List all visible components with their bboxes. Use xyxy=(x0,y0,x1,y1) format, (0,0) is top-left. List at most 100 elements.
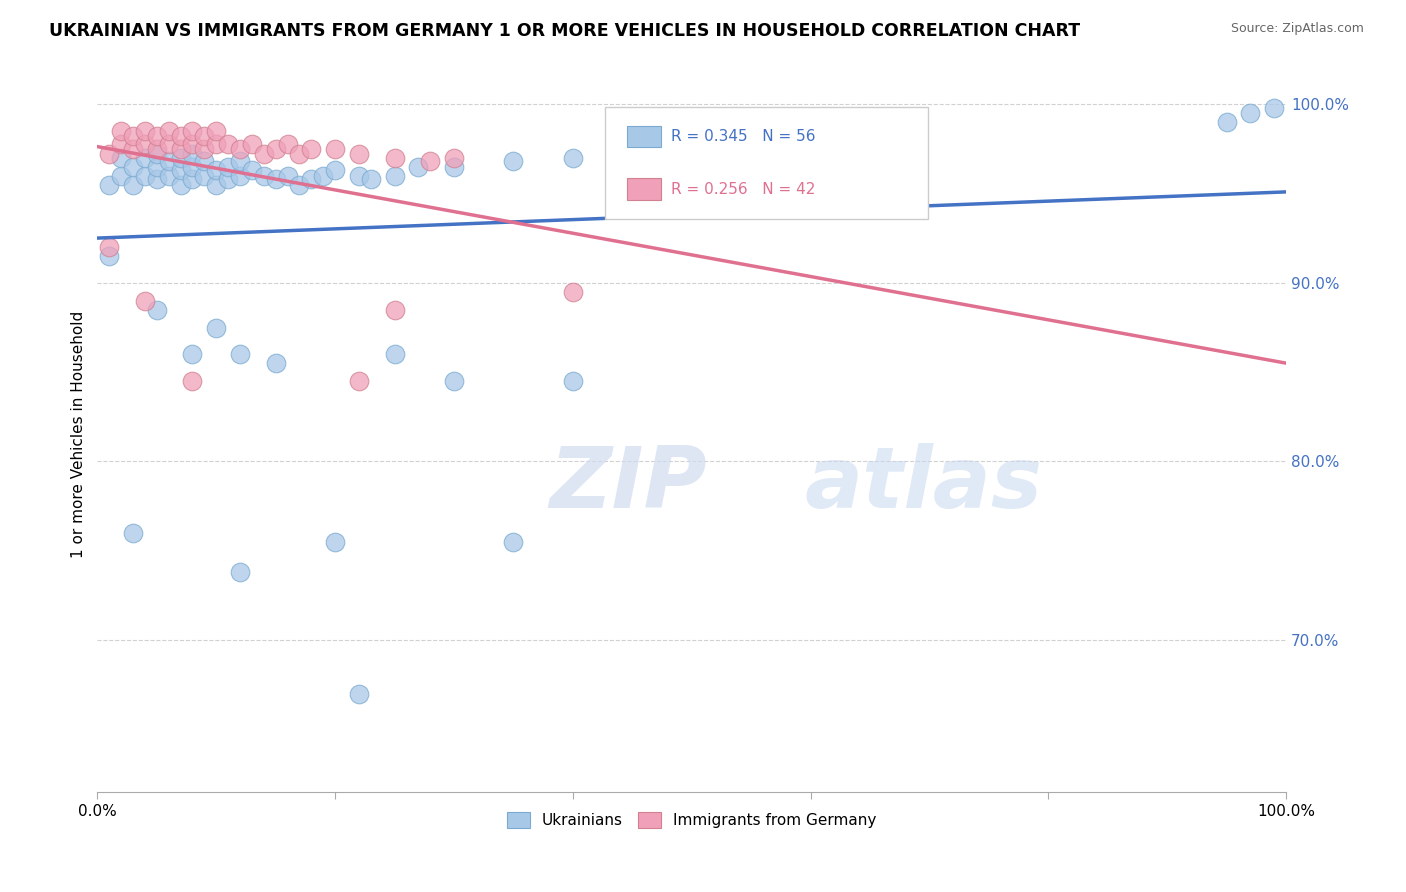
Point xyxy=(561,151,583,165)
Point xyxy=(240,163,263,178)
Point xyxy=(253,147,276,161)
Point xyxy=(146,129,169,144)
Point xyxy=(299,142,322,156)
Point xyxy=(217,172,239,186)
Point xyxy=(181,172,204,186)
Point xyxy=(122,160,145,174)
Point xyxy=(98,147,121,161)
Point xyxy=(169,151,191,165)
Point xyxy=(122,142,145,156)
Text: atlas: atlas xyxy=(804,443,1043,526)
Point xyxy=(384,169,406,183)
Point xyxy=(229,347,252,361)
Point xyxy=(122,178,145,192)
Point xyxy=(181,136,204,151)
Point xyxy=(110,169,132,183)
Point xyxy=(157,169,180,183)
Text: ZIP: ZIP xyxy=(548,443,707,526)
Point xyxy=(98,240,121,254)
Point xyxy=(169,163,191,178)
Point xyxy=(288,147,311,161)
Point xyxy=(229,566,252,580)
Point xyxy=(205,178,228,192)
Point xyxy=(229,154,252,169)
Point xyxy=(205,320,228,334)
Point xyxy=(146,302,169,317)
Point xyxy=(277,169,299,183)
Point xyxy=(264,142,287,156)
Point xyxy=(193,142,215,156)
Text: UKRAINIAN VS IMMIGRANTS FROM GERMANY 1 OR MORE VEHICLES IN HOUSEHOLD CORRELATION: UKRAINIAN VS IMMIGRANTS FROM GERMANY 1 O… xyxy=(49,22,1080,40)
Point xyxy=(98,249,121,263)
Point xyxy=(157,136,180,151)
Legend: Ukrainians, Immigrants from Germany: Ukrainians, Immigrants from Germany xyxy=(501,806,883,834)
Point xyxy=(1239,106,1261,120)
Point xyxy=(229,142,252,156)
Point xyxy=(406,160,429,174)
Point xyxy=(122,525,145,540)
Point xyxy=(1263,101,1285,115)
Point xyxy=(193,129,215,144)
Point xyxy=(347,374,370,388)
Point xyxy=(288,178,311,192)
Point xyxy=(561,285,583,299)
Point xyxy=(146,160,169,174)
Point xyxy=(443,160,465,174)
Point xyxy=(217,136,239,151)
Point xyxy=(146,142,169,156)
Y-axis label: 1 or more Vehicles in Household: 1 or more Vehicles in Household xyxy=(72,311,86,558)
Point xyxy=(323,163,346,178)
Point xyxy=(181,374,204,388)
Point xyxy=(217,160,239,174)
Point xyxy=(193,169,215,183)
Point xyxy=(122,129,145,144)
Point xyxy=(193,154,215,169)
Point xyxy=(253,169,276,183)
Point xyxy=(146,147,169,161)
Point xyxy=(1215,115,1237,129)
Text: R = 0.345   N = 56: R = 0.345 N = 56 xyxy=(671,129,815,144)
Point xyxy=(443,151,465,165)
Point xyxy=(299,172,322,186)
Point xyxy=(384,151,406,165)
Point xyxy=(146,172,169,186)
Point xyxy=(205,124,228,138)
Point xyxy=(134,151,156,165)
Point xyxy=(443,374,465,388)
Point xyxy=(360,172,382,186)
Point xyxy=(323,142,346,156)
Point xyxy=(205,136,228,151)
Point xyxy=(502,534,524,549)
Point xyxy=(110,136,132,151)
Point xyxy=(347,687,370,701)
Point xyxy=(134,124,156,138)
Point xyxy=(384,347,406,361)
Text: R = 0.256   N = 42: R = 0.256 N = 42 xyxy=(671,182,815,196)
Point xyxy=(264,172,287,186)
Point xyxy=(157,154,180,169)
Point xyxy=(264,356,287,370)
Point xyxy=(205,163,228,178)
Point xyxy=(347,147,370,161)
Point xyxy=(157,124,180,138)
Point xyxy=(277,136,299,151)
Point xyxy=(384,302,406,317)
Point xyxy=(110,124,132,138)
Point xyxy=(134,293,156,308)
Point xyxy=(181,124,204,138)
Point xyxy=(110,151,132,165)
Point xyxy=(240,136,263,151)
Point xyxy=(181,147,204,161)
Point xyxy=(134,136,156,151)
Point xyxy=(347,169,370,183)
Text: Source: ZipAtlas.com: Source: ZipAtlas.com xyxy=(1230,22,1364,36)
Point xyxy=(181,160,204,174)
Point xyxy=(169,142,191,156)
Point xyxy=(323,534,346,549)
Point xyxy=(229,169,252,183)
Point xyxy=(169,129,191,144)
Point xyxy=(169,178,191,192)
Point xyxy=(312,169,335,183)
Point xyxy=(181,347,204,361)
Point xyxy=(502,154,524,169)
